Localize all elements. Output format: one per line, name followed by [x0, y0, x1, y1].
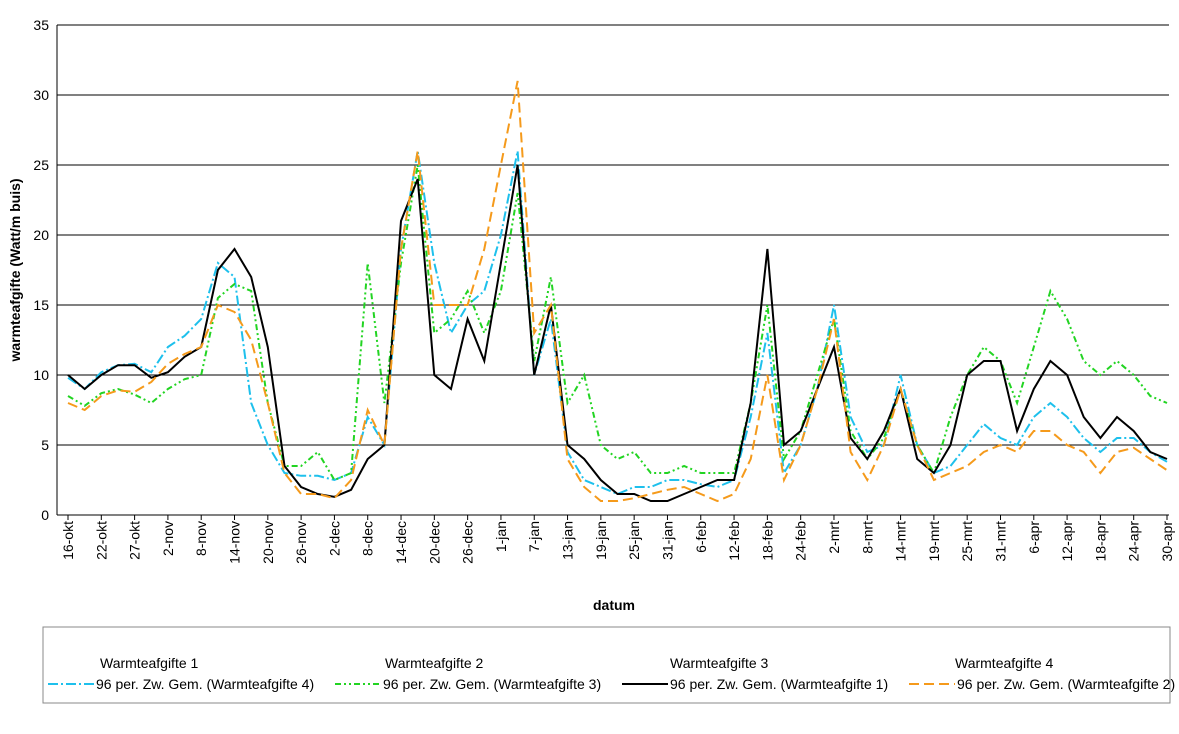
- y-tick-label: 35: [33, 17, 49, 33]
- x-tick-label: 7-jan: [526, 521, 542, 552]
- x-tick-label: 12-apr: [1059, 521, 1075, 562]
- x-tick-label: 8-dec: [360, 521, 376, 556]
- x-tick-label: 26-dec: [460, 521, 476, 564]
- y-tick-label: 10: [33, 367, 49, 383]
- legend-text: Warmteafgifte 2: [385, 655, 484, 671]
- x-tick-label: 27-okt: [127, 521, 143, 560]
- x-tick-label: 14-mrt: [893, 521, 909, 562]
- y-tick-label: 25: [33, 157, 49, 173]
- x-tick-label: 24-apr: [1126, 521, 1142, 562]
- x-tick-label: 22-okt: [93, 521, 109, 560]
- x-tick-label: 8-mrt: [859, 521, 875, 554]
- x-tick-label: 13-jan: [560, 521, 576, 560]
- line-series: [67, 164, 1168, 482]
- legend-text: Warmteafgifte 1: [100, 655, 199, 671]
- x-tick-label: 16-okt: [60, 521, 76, 560]
- x-axis-label: datum: [593, 597, 635, 613]
- x-tick-label: 6-feb: [693, 521, 709, 553]
- x-tick-label: 8-nov: [193, 521, 209, 556]
- x-tick-label: 19-mrt: [926, 521, 942, 562]
- line-series: [67, 80, 1168, 503]
- legend-box: [42, 626, 1171, 704]
- x-tick-label: 19-jan: [593, 521, 609, 560]
- x-tick-label: 1-jan: [493, 521, 509, 552]
- y-tick-label: 5: [41, 437, 49, 453]
- legend-text: Warmteafgifte 3: [670, 655, 769, 671]
- x-tick-label: 12-feb: [726, 521, 742, 561]
- x-tick-label: 2-dec: [326, 521, 342, 556]
- x-tick-label: 18-apr: [1092, 521, 1108, 562]
- y-tick-label: 20: [33, 227, 49, 243]
- x-tick-label: 24-feb: [793, 521, 809, 561]
- x-tick-label: 6-apr: [1026, 521, 1042, 554]
- y-axis-label: warmteafgifte (Watt/m buis): [7, 178, 23, 362]
- x-tick-label: 14-dec: [393, 521, 409, 564]
- legend-label: 96 per. Zw. Gem. (Warmteafgifte 3): [383, 676, 601, 692]
- x-tick-label: 25-mrt: [959, 521, 975, 562]
- y-tick-label: 15: [33, 297, 49, 313]
- x-tick-label: 31-jan: [659, 521, 675, 560]
- x-tick-label: 26-nov: [293, 521, 309, 564]
- x-tick-label: 20-dec: [426, 521, 442, 564]
- x-tick-label: 2-mrt: [826, 521, 842, 554]
- legend-label: 96 per. Zw. Gem. (Warmteafgifte 1): [670, 676, 888, 692]
- x-tick-label: 2-nov: [160, 521, 176, 556]
- line-series: [67, 164, 1168, 502]
- y-tick-label: 30: [33, 87, 49, 103]
- legend-text: Warmteafgifte 4: [955, 655, 1054, 671]
- x-tick-label: 31-mrt: [992, 521, 1008, 562]
- line-series: [67, 150, 1168, 496]
- legend-label: 96 per. Zw. Gem. (Warmteafgifte 2): [957, 676, 1175, 692]
- x-tick-label: 25-jan: [626, 521, 642, 560]
- legend-label: 96 per. Zw. Gem. (Warmteafgifte 4): [96, 676, 314, 692]
- y-tick-label: 0: [41, 507, 49, 523]
- x-tick-label: 14-nov: [227, 521, 243, 564]
- x-tick-label: 30-apr: [1159, 521, 1175, 562]
- x-tick-label: 18-feb: [759, 521, 775, 561]
- x-tick-label: 20-nov: [260, 521, 276, 564]
